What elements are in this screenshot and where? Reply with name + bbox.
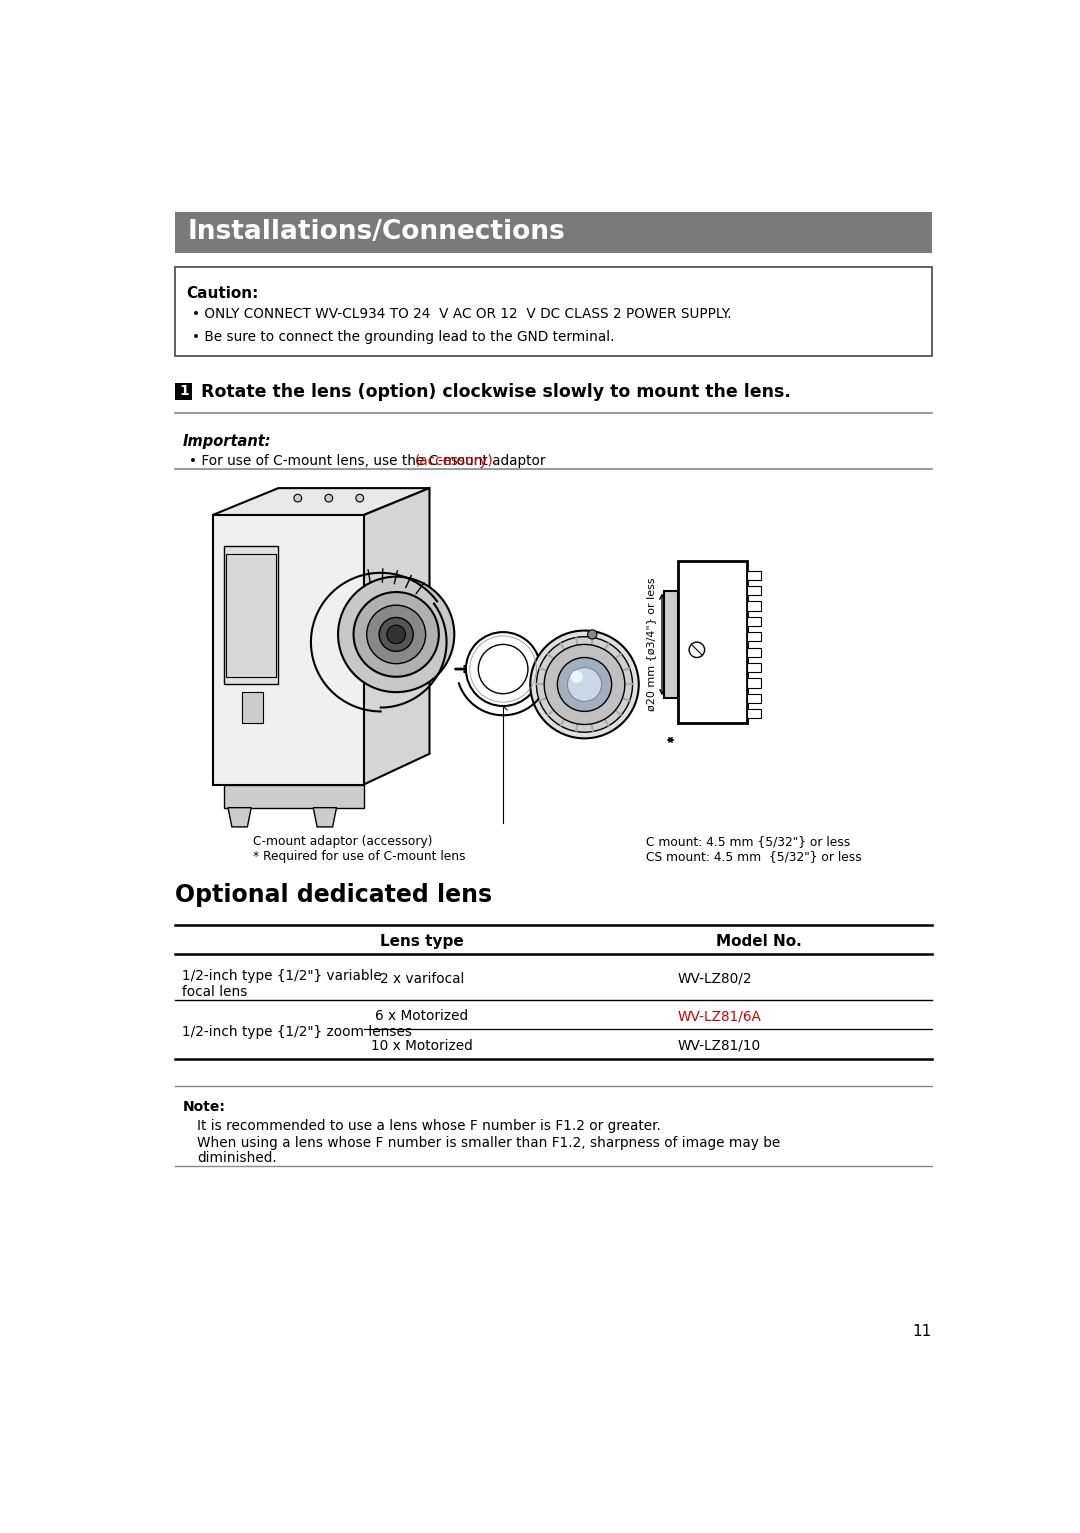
Circle shape — [294, 494, 301, 501]
Polygon shape — [364, 487, 430, 785]
Bar — [747, 647, 761, 656]
Text: 1: 1 — [179, 385, 189, 399]
Bar — [747, 570, 761, 579]
Text: • ONLY CONNECT WV-CL934 TO 24  V AC OR 12  V DC CLASS 2 POWER SUPPLY.: • ONLY CONNECT WV-CL934 TO 24 V AC OR 12… — [192, 307, 732, 320]
Circle shape — [557, 658, 611, 711]
Bar — [175, 383, 192, 400]
Text: 1/2-inch type {1/2"} zoom lenses: 1/2-inch type {1/2"} zoom lenses — [181, 1024, 411, 1039]
Text: diminished.: diminished. — [197, 1151, 276, 1165]
Text: * Required for use of C-mount lens: * Required for use of C-mount lens — [253, 849, 465, 863]
Polygon shape — [227, 553, 276, 676]
Circle shape — [537, 636, 633, 733]
Bar — [747, 632, 761, 641]
Text: Installations/Connections: Installations/Connections — [188, 219, 566, 245]
Bar — [747, 616, 761, 625]
Bar — [747, 662, 761, 671]
Text: 1/2-inch type {1/2"} variable: 1/2-inch type {1/2"} variable — [181, 969, 381, 983]
Text: Optional dedicated lens: Optional dedicated lens — [175, 883, 492, 908]
Polygon shape — [228, 808, 252, 826]
Circle shape — [689, 642, 704, 658]
Circle shape — [544, 644, 625, 725]
Circle shape — [353, 592, 438, 676]
Text: It is recommended to use a lens whose F number is F1.2 or greater.: It is recommended to use a lens whose F … — [197, 1119, 661, 1133]
Text: WV-LZ81/10: WV-LZ81/10 — [677, 1038, 760, 1053]
Polygon shape — [213, 487, 430, 515]
Circle shape — [530, 630, 638, 739]
Circle shape — [338, 576, 455, 693]
Text: Caution:: Caution: — [186, 285, 258, 300]
Text: Model No.: Model No. — [716, 934, 801, 949]
Polygon shape — [225, 546, 279, 684]
Bar — [175, 267, 932, 356]
Circle shape — [588, 630, 597, 639]
Circle shape — [325, 494, 333, 501]
Circle shape — [379, 618, 414, 652]
Polygon shape — [242, 693, 262, 724]
Text: 2 x varifocal: 2 x varifocal — [379, 972, 464, 986]
Text: Important:: Important: — [183, 434, 272, 449]
Bar — [663, 590, 677, 699]
Text: Note:: Note: — [183, 1101, 226, 1114]
Polygon shape — [225, 785, 364, 808]
Text: WV-LZ80/2: WV-LZ80/2 — [677, 972, 752, 986]
Circle shape — [356, 494, 364, 501]
Circle shape — [567, 667, 602, 702]
Polygon shape — [313, 808, 337, 826]
Bar — [747, 678, 761, 687]
Text: (accessory).: (accessory). — [416, 454, 499, 468]
Text: ø20 mm {ø3/4"} or less: ø20 mm {ø3/4"} or less — [646, 578, 656, 711]
Circle shape — [367, 606, 426, 664]
Text: Lens type: Lens type — [380, 934, 463, 949]
Bar — [175, 212, 932, 253]
Text: • For use of C-mount lens, use the C-mount adaptor: • For use of C-mount lens, use the C-mou… — [189, 454, 550, 468]
Text: C-mount adaptor (accessory): C-mount adaptor (accessory) — [253, 834, 432, 848]
Circle shape — [465, 632, 540, 707]
Circle shape — [570, 670, 583, 682]
Bar — [747, 694, 761, 704]
Text: 11: 11 — [913, 1325, 932, 1338]
Bar — [747, 601, 761, 610]
Circle shape — [478, 644, 528, 694]
Text: focal lens: focal lens — [181, 984, 247, 1000]
Text: C mount: 4.5 mm {5/32"} or less: C mount: 4.5 mm {5/32"} or less — [647, 834, 851, 848]
Bar — [747, 710, 761, 719]
Bar — [747, 586, 761, 595]
Text: 6 x Motorized: 6 x Motorized — [375, 1009, 469, 1024]
Bar — [677, 561, 747, 724]
Polygon shape — [213, 515, 364, 785]
Text: WV-LZ81/6A: WV-LZ81/6A — [677, 1009, 761, 1024]
Text: CS mount: 4.5 mm  {5/32"} or less: CS mount: 4.5 mm {5/32"} or less — [647, 849, 862, 863]
Text: • Be sure to connect the grounding lead to the GND terminal.: • Be sure to connect the grounding lead … — [192, 330, 615, 345]
Text: 10 x Motorized: 10 x Motorized — [370, 1038, 473, 1053]
Circle shape — [387, 625, 405, 644]
Text: When using a lens whose F number is smaller than F1.2, sharpness of image may be: When using a lens whose F number is smal… — [197, 1136, 780, 1150]
Text: Rotate the lens (option) clockwise slowly to mount the lens.: Rotate the lens (option) clockwise slowl… — [201, 383, 791, 400]
